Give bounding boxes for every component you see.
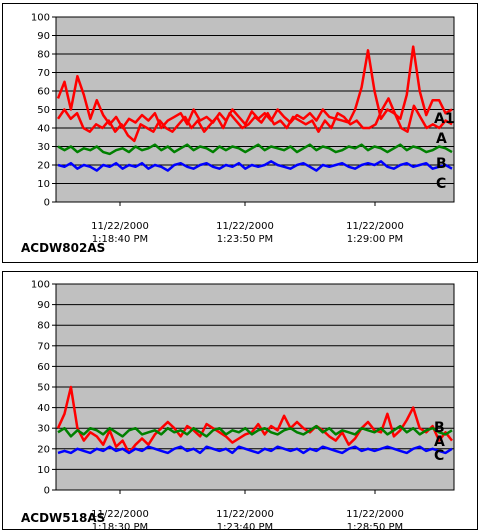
x-tick-time-label: 1:28:50 PM [347, 522, 403, 529]
series-label-c: C [434, 448, 444, 464]
y-tick-label: 30 [37, 142, 50, 153]
y-tick-label: 70 [37, 341, 50, 352]
series-line-a [56, 97, 453, 143]
x-tick-date-label: 11/22/2000 [216, 221, 274, 232]
y-tick-label: 20 [37, 161, 50, 172]
y-tick-label: 80 [37, 50, 50, 61]
y-tick-label: 100 [31, 280, 50, 291]
y-tick-label: 10 [37, 465, 50, 476]
chart-acdw802as: 0 10 20 30 40 50 60 70 80 90 100 11/22/2000 1:18:40 … [21, 13, 455, 256]
y-tick-label: 90 [37, 300, 50, 311]
x-tick-date-label: 11/22/2000 [216, 509, 274, 520]
series-line-c [57, 445, 453, 455]
series-line-a [56, 385, 453, 455]
x-tick-date-label: 11/22/2000 [91, 221, 149, 232]
y-tick-label: 60 [37, 362, 50, 373]
series-label-b: B [434, 420, 445, 436]
chart-acdw518as: 0 10 20 30 40 50 60 70 80 90 100 11/22/2000 1:18:30 … [21, 280, 455, 529]
x-tick-date-label: 11/22/2000 [91, 509, 149, 520]
chart-name: ACDW518AS [21, 511, 105, 525]
y-tick-label: 30 [37, 424, 50, 435]
chart-panel-acdw518as: 0 10 20 30 40 50 60 70 80 90 100 11/22/2000 1:18:30 … [2, 271, 478, 530]
x-tick-date-label: 11/22/2000 [346, 509, 404, 520]
series-line-b [57, 424, 453, 438]
chart-name: ACDW802AS [21, 241, 105, 255]
x-tick-time-label: 1:18:40 PM [92, 234, 148, 245]
y-tick-label: 40 [37, 124, 50, 135]
y-tick-label: 70 [37, 68, 50, 79]
y-tick-label: 50 [37, 383, 50, 394]
series-label-a1: A1 [434, 111, 455, 127]
y-tick-label: 0 [44, 198, 50, 209]
y-tick-label: 10 [37, 179, 50, 190]
series-label-a: A [436, 131, 447, 147]
y-tick-label: 60 [37, 87, 50, 98]
x-tick-date-label: 11/22/2000 [346, 221, 404, 232]
y-tick-label: 40 [37, 403, 50, 414]
chart-panel-acdw802as: 0 10 20 30 40 50 60 70 80 90 100 11/22/2000 1:18:40 … [2, 3, 478, 263]
y-tick-label: 50 [37, 105, 50, 116]
series-label-c: C [436, 176, 446, 192]
x-tick-time-label: 1:23:50 PM [217, 234, 273, 245]
series-label-b: B [436, 156, 447, 172]
y-tick-label: 90 [37, 31, 50, 42]
y-tick-label: 0 [44, 486, 50, 497]
series-label-a: A [434, 434, 445, 450]
x-tick-time-label: 1:18:30 PM [92, 522, 148, 529]
y-tick-label: 100 [31, 13, 50, 24]
series-line-b [57, 143, 453, 156]
y-tick-label: 20 [37, 444, 50, 455]
series-line-c [57, 160, 453, 172]
x-tick-time-label: 1:29:00 PM [347, 234, 403, 245]
x-tick-time-label: 1:23:40 PM [217, 522, 273, 529]
y-tick-label: 80 [37, 321, 50, 332]
